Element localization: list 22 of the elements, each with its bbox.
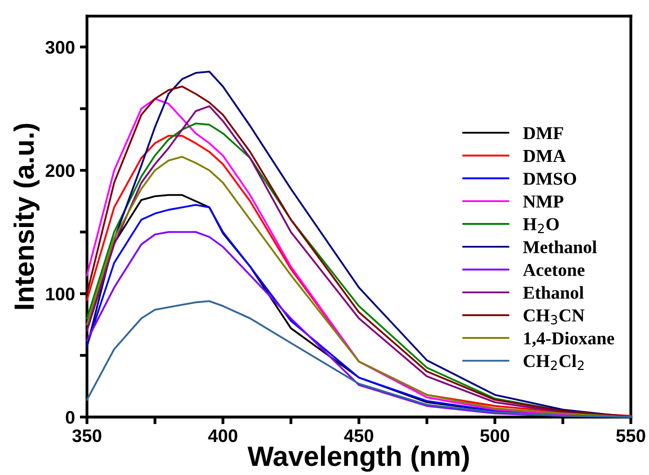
legend-label: H$_{2}$O [523,218,559,234]
x-tick-label: 400 [208,429,238,442]
legend-label: DMSO [523,172,576,185]
legend-label: CH$_{3}$CN [524,309,584,324]
legend-label: DMF [523,127,564,140]
legend-label: 1,4-Dioxane [524,332,614,348]
legend-label: NMP [523,196,564,208]
legend-label: Ethanol [523,286,584,299]
x-axis-title: Wavelength (nm) [248,446,469,472]
legend-label: CH$_{2}$Cl$_{2}$ [524,354,584,370]
x-tick-label: 500 [480,429,510,442]
x-tick-label: 350 [72,429,102,442]
x-tick-label: 450 [344,429,374,442]
y-tick-label: 0 [66,410,74,424]
y-tick-label: 200 [46,164,74,178]
x-tick-label: 550 [616,429,646,442]
y-axis-title: Intensity (a.u.) [14,124,40,309]
y-tick-label: 100 [46,288,74,300]
legend-label: Acetone [522,264,584,276]
y-tick-label: 300 [45,40,74,54]
legend-label: DMA [523,150,566,162]
legend-label: Methanol [523,240,597,254]
